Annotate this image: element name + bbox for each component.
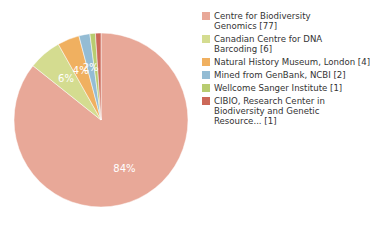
legend-label: CIBIO, Research Center inBiodiversity an… [214, 96, 325, 126]
slice-label: 6% [58, 73, 74, 84]
chart: 84%6%4%2%Centre for BiodiversityGenomics… [0, 0, 380, 240]
legend: Centre for BiodiversityGenomics [77] Cana… [202, 11, 370, 126]
slice [79, 34, 101, 120]
legend-swatch [202, 35, 210, 43]
slice-label: 2% [83, 62, 99, 73]
legend-swatch [202, 58, 210, 66]
legend-label: Canadian Centre for DNABarcoding [6] [214, 34, 322, 54]
slice [95, 33, 101, 120]
legend-label: Mined from GenBank, NCBI [2] [214, 70, 346, 80]
legend-swatch [202, 97, 210, 105]
slices [14, 33, 188, 207]
legend-swatch [202, 84, 210, 92]
slice [90, 33, 101, 120]
slice-labels: 84%6%4%2% [58, 62, 135, 175]
legend-swatch [202, 12, 210, 20]
slice [14, 33, 188, 207]
legend-label: Natural History Museum, London [4] [214, 57, 370, 67]
legend-label: Wellcome Sanger Institute [1] [214, 83, 342, 93]
legend-swatch [202, 71, 210, 79]
legend-label: Centre for BiodiversityGenomics [77] [214, 11, 311, 31]
slice-label: 84% [113, 163, 135, 174]
